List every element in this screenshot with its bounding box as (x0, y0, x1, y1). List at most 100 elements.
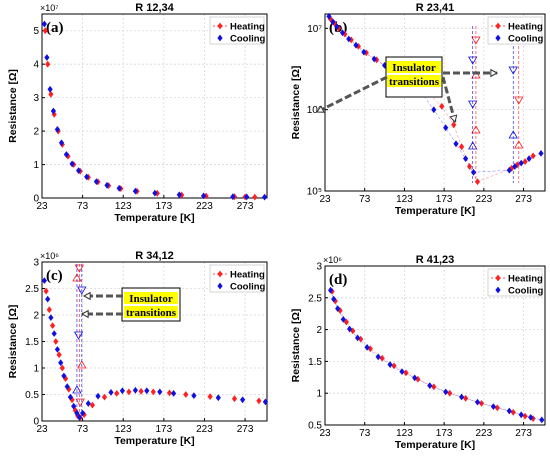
legend-box (209, 16, 265, 45)
x-tick-label: 173 (436, 194, 453, 205)
data-point-cooling (61, 372, 67, 380)
legend-marker (217, 22, 223, 30)
legend-label: Heating (508, 274, 543, 285)
data-point-cooling (443, 124, 449, 132)
x-tick-label: 273 (515, 194, 532, 205)
data-point-heating (379, 354, 385, 362)
data-point-cooling (334, 23, 340, 30)
x-axis-label: Temperature [K] (395, 439, 475, 451)
x-tick-label: 123 (115, 201, 132, 212)
x-tick-label: 123 (396, 194, 413, 205)
x-tick-label: 223 (476, 428, 493, 439)
data-point-cooling (95, 392, 101, 400)
data-point-cooling (54, 346, 60, 353)
data-point-cooling (171, 390, 177, 397)
y-axis-label: Resistance [Ω] (290, 66, 302, 140)
chart-title: R 12,34 (135, 2, 174, 14)
data-point-heating (530, 152, 536, 160)
data-point-cooling (443, 388, 449, 396)
x-tick-label: 23 (319, 194, 331, 205)
data-point-cooling (539, 416, 545, 424)
data-point-heating (337, 307, 343, 314)
data-point-cooling (74, 409, 80, 417)
data-point-heating (89, 401, 95, 409)
data-point-cooling (176, 191, 182, 199)
data-point-cooling (215, 394, 221, 402)
y-tick-label: 10⁵ (307, 187, 322, 198)
x-tick-label: 73 (77, 424, 89, 435)
data-point-heating (56, 351, 62, 359)
x-tick-label: 123 (115, 424, 132, 435)
x-tick-label: 123 (396, 428, 413, 439)
annotation-highlight (387, 75, 441, 87)
data-point-cooling (355, 334, 361, 342)
data-point-cooling (240, 396, 246, 404)
chart-panel-3: 23 73 123 173 223 273 0.5 1 1.5 2 2.5 3×10⁶ R 41,23 T… (290, 254, 546, 451)
data-point-heating (474, 178, 481, 186)
data-point-heating (150, 388, 156, 396)
y-tick-label: 1.5 (308, 357, 322, 368)
data-point-heating (355, 43, 361, 50)
data-point-cooling (512, 163, 518, 170)
data-point-cooling (50, 107, 56, 115)
data-point-cooling (538, 150, 544, 157)
data-point-heating (466, 163, 473, 170)
annotation-text: transitions (126, 307, 177, 319)
data-point-cooling (427, 382, 433, 389)
panel-label: (d) (329, 272, 347, 288)
data-point-cooling (382, 62, 388, 69)
y-tick-label: 1 (33, 160, 39, 171)
annotation-highlight (124, 292, 178, 304)
y-tick-label: 0.5 (308, 421, 322, 432)
data-point-cooling (41, 20, 47, 28)
x-tick-label: 173 (155, 424, 172, 435)
annotation-arrowhead (490, 68, 499, 78)
data-point-cooling (157, 388, 163, 396)
data-point-cooling (132, 187, 138, 195)
transition-marker (73, 331, 84, 340)
data-point-cooling (69, 160, 75, 168)
data-point-cooling (41, 277, 47, 284)
data-point-cooling (474, 398, 481, 406)
y-tick-label: 1.5 (25, 337, 39, 348)
annotation-text: Insulator (392, 62, 436, 74)
data-point-cooling (506, 166, 512, 174)
annotation-highlight (124, 306, 178, 318)
y-tick-label: 10⁷ (307, 24, 322, 35)
data-point-cooling (335, 305, 341, 312)
data-point-heating (431, 383, 437, 391)
x-tick-label: 73 (359, 194, 371, 205)
legend-marker (495, 274, 501, 282)
data-point-cooling (132, 386, 138, 394)
y-tick-label: 0 (33, 194, 39, 205)
data-point-heating (415, 375, 421, 383)
chart-panel-1: 23 73 123 173 223 273 10⁵ 10⁶ 10⁷ R 23,41 Temperat… (290, 2, 546, 217)
data-point-cooling (144, 387, 150, 395)
x-tick-label: 23 (36, 201, 48, 212)
data-point-heating (46, 306, 52, 314)
legend-marker (495, 22, 501, 30)
data-point-cooling (44, 54, 50, 61)
data-point-heating (138, 387, 144, 395)
data-point-cooling (119, 387, 125, 395)
data-point-heating (332, 297, 338, 305)
data-point-cooling (371, 55, 377, 63)
legend-label: Heating (230, 22, 265, 33)
data-point-cooling (331, 295, 337, 303)
data-point-cooling (330, 18, 336, 26)
data-point-cooling (85, 400, 91, 407)
data-point-cooling (47, 85, 53, 93)
data-point-cooling (375, 353, 381, 361)
data-point-heating (231, 395, 238, 403)
data-point-cooling (230, 193, 236, 201)
annotation-arrow (441, 76, 457, 123)
data-point-cooling (526, 155, 532, 162)
data-point-heating (459, 143, 465, 151)
x-tick-label: 173 (155, 201, 172, 212)
y-tick-label: 2 (33, 311, 39, 322)
x-tick-label: 273 (515, 428, 532, 439)
data-point-cooling (387, 361, 393, 368)
y-tick-label: 2.5 (25, 284, 39, 295)
data-point-cooling (54, 126, 60, 133)
data-point-heating (48, 90, 54, 98)
